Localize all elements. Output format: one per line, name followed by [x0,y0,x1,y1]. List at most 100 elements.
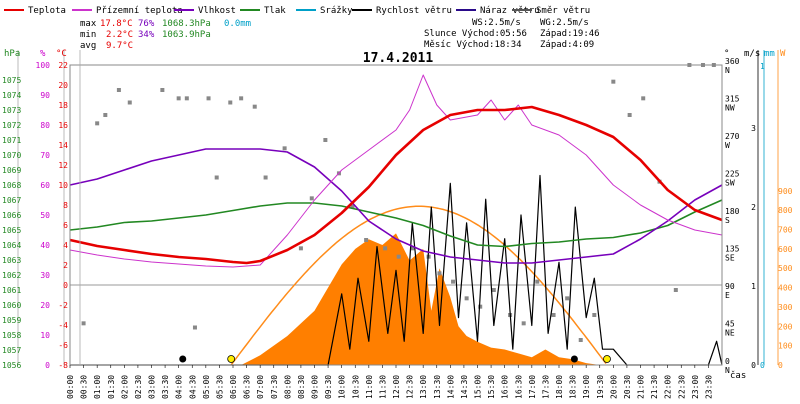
stats-min-hum: 34% [138,30,155,40]
direction-name: SW [725,179,735,188]
stats-min-temp: 2.2°C [106,30,133,40]
humidity-tick: 50 [40,211,50,220]
temperature-tick: 18 [58,101,68,110]
stats-max-label: max [80,19,97,29]
x-tick-label: 18:30 [569,375,578,399]
x-tick-label: 07:30 [270,375,279,399]
humidity-tick: 100 [36,61,51,70]
x-tick-label: 18:00 [555,375,564,399]
solar-tick: 800 [778,206,793,215]
pressure-tick: 1059 [2,316,21,325]
sunrise-marker [227,355,236,363]
pressure-tick: 1074 [2,91,21,100]
direction-tick: 135 [725,245,740,254]
x-tick-label: 14:00 [446,375,455,399]
wind-direction-point [611,79,616,84]
x-tick-label: 10:30 [351,375,360,399]
x-tick-label: 22:30 [677,375,686,399]
x-tick-label: 21:30 [650,375,659,399]
pressure-tick: 1062 [2,271,21,280]
x-tick-label: 20:30 [623,375,632,399]
wind-direction-point [160,88,165,92]
wind-direction-point [116,88,121,92]
wind-direction-point [81,321,86,326]
direction-name: SE [725,254,735,263]
temperature-tick: -2 [58,301,68,310]
x-tick-label: 10:00 [338,375,347,399]
stats-max-hum: 76% [138,19,155,29]
x-tick-label: 17:00 [528,375,537,399]
pressure-tick: 1060 [2,301,21,310]
pressure-tick: 1056 [2,361,21,370]
temperature-tick: 6 [63,221,68,230]
humidity-tick: 20 [40,301,50,310]
solar-tick: 100 [778,342,793,351]
stats-max-press: 1068.3hPa [162,19,211,29]
x-tick-label: 00:00 [66,375,75,399]
legend-label-7: Směr větru [536,6,590,16]
moonrise-marker [570,355,578,363]
solar-axis-label: W [780,49,786,59]
direction-tick: 180 [725,207,740,216]
pressure-line [69,199,723,248]
direction-name: NE [725,329,735,338]
x-tick-label: 22:00 [664,375,673,399]
wind-direction-point [383,246,388,251]
direction-tick: 360 [725,57,740,66]
x-tick-label: 20:00 [609,375,618,399]
rain-tick: 1 [760,62,765,71]
direction-axis-label: ° [724,49,729,59]
wind-tick: 0 [751,361,756,370]
temperature-tick: 0 [63,281,68,290]
x-tick-label: 11:00 [365,375,374,399]
humidity-tick: 60 [40,181,50,190]
x-tick-label: 15:30 [487,375,496,399]
x-tick-label: 13:00 [419,375,428,399]
temperature-tick: -6 [58,341,68,350]
wind-direction-point [364,238,369,242]
x-tick-label: 12:30 [406,375,415,399]
humidity-tick: 40 [40,241,50,250]
pressure-tick: 1068 [2,181,21,190]
x-tick-label: 05:00 [202,375,211,399]
moon-set-info: Západ:4:09 [540,40,594,50]
temperature-tick: 12 [58,161,68,170]
rain-tick: 0 [760,361,765,370]
x-tick-label: 00:30 [80,375,89,399]
wind-direction-point [228,100,233,105]
temperature-tick: -8 [58,361,68,370]
wind-direction-point [282,146,287,151]
legend-label-3: Tlak [264,6,286,16]
pressure-tick: 1061 [2,286,21,295]
legend-label-6: Náraz větru [480,6,540,16]
rain-axis-label: mm [764,49,775,59]
x-tick-label: 02:30 [134,375,143,399]
temperature-tick: 2 [63,261,68,270]
wind-direction-point [176,96,181,101]
x-tick-label: 08:00 [283,375,292,399]
wind-direction-point [464,296,469,301]
wind-direction-point [192,325,197,330]
x-tick-label: 06:30 [243,375,252,399]
stats-avg-temp: 9.7°C [106,41,133,51]
x-tick-label: 15:00 [474,375,483,399]
humidity-tick: 70 [40,151,50,160]
stats-block: max 17.8°C 76% 1068.3hPa 0.0mm min 2.2°C… [80,19,251,51]
pressure-tick: 1058 [2,331,21,340]
solar-radiation-area [241,233,600,365]
legend-label-1: Přízemní teplota [96,6,183,16]
direction-tick: 45 [725,320,735,329]
temperature-tick: -4 [58,321,68,330]
x-tick-label: 04:30 [188,375,197,399]
solar-theoretical-curve [230,205,607,366]
wind-direction-point [350,204,355,209]
wind-direction-point [298,246,303,251]
wind-direction-point [535,279,540,284]
x-tick-label: 08:30 [297,375,306,399]
temperature-tick: 10 [58,181,68,190]
direction-tick: 270 [725,132,740,141]
wind-direction-point [127,100,132,105]
legend-label-4: Srážky [320,6,353,16]
humidity-tick: 30 [40,271,50,280]
